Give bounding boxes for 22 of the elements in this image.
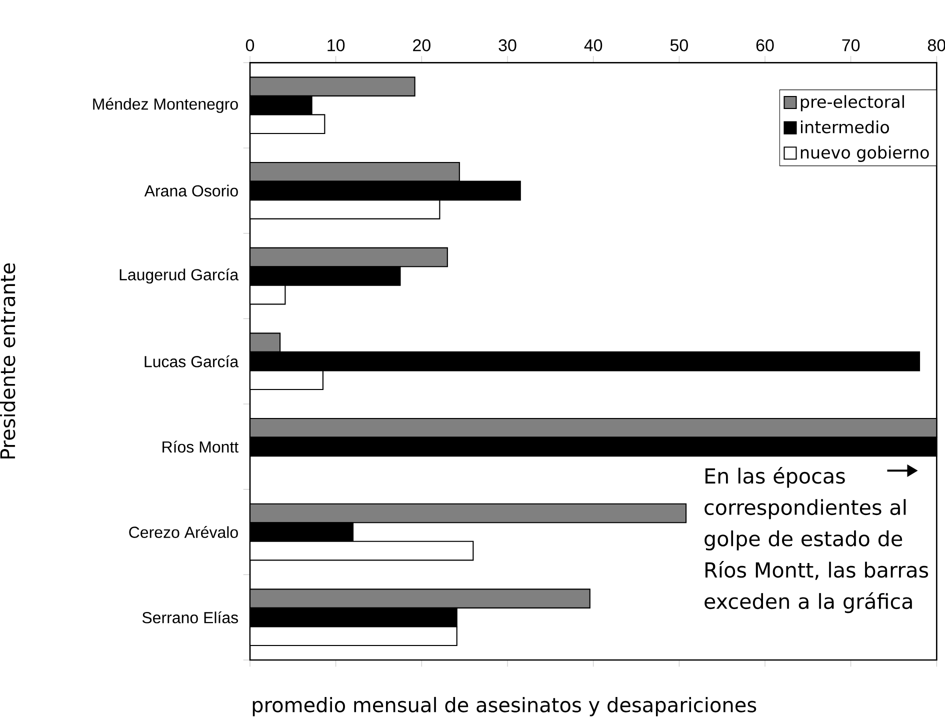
x-tick-label: 20 bbox=[413, 39, 430, 52]
x-tick-label: 50 bbox=[670, 39, 688, 52]
x-tick-label: 80 bbox=[928, 39, 945, 52]
legend-label: intermedio bbox=[801, 120, 889, 134]
y-tick-label: Laugerud García bbox=[120, 268, 239, 284]
x-tick-label: 40 bbox=[584, 39, 602, 52]
y-tick-label: Lucas García bbox=[144, 355, 239, 368]
y-axis-title: Presidente entrante bbox=[0, 263, 16, 458]
y-tick-label: Arana Osorio bbox=[144, 184, 238, 197]
legend-label: nuevo gobierno bbox=[800, 146, 929, 162]
y-tick-label: Cerezo Arévalo bbox=[129, 526, 238, 538]
y-tick-label: Serrano Elías bbox=[142, 611, 238, 624]
x-tick-label: 60 bbox=[756, 39, 774, 52]
annotation: En las épocas correspondientes al golpe de estado de Ríos Montt, las barras exceden a la gráfica bbox=[704, 466, 928, 614]
y-tick-label: Méndez Montenegro bbox=[93, 98, 238, 113]
y-tick-label: Ríos Montt bbox=[162, 440, 238, 453]
x-tick-label: 10 bbox=[328, 39, 345, 52]
x-tick-label: 30 bbox=[498, 39, 516, 52]
x-tick-label: 70 bbox=[842, 39, 860, 52]
x-axis-title: promedio mensual de asesinatos y desapariciones bbox=[252, 696, 756, 716]
legend-label: pre-electoral bbox=[800, 95, 904, 112]
x-tick-label: 0 bbox=[246, 39, 254, 52]
